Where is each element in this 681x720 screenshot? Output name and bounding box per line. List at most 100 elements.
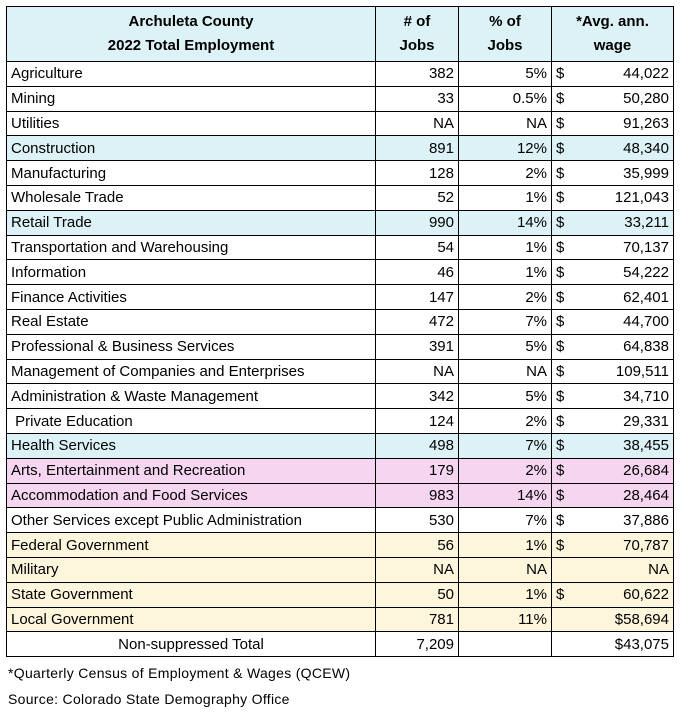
header-line: % of xyxy=(489,13,521,30)
table-row: Arts, Entertainment and Recreation 179 2% $… xyxy=(6,457,674,484)
industry: Retail Trade xyxy=(6,209,376,236)
currency: $ xyxy=(556,65,565,83)
wage-cell: $70,137 xyxy=(551,234,674,261)
wage-wrap: $37,886 xyxy=(556,512,669,529)
table-row: Wholesale Trade 52 1% $121,043 xyxy=(6,184,674,211)
jobs: 54 xyxy=(375,234,459,261)
currency: $ xyxy=(556,338,565,356)
wage-wrap: $60,622 xyxy=(556,586,669,603)
pct: 1% xyxy=(458,532,552,558)
industry: Management of Companies and Enterprises xyxy=(6,358,376,385)
industry: Professional & Business Services xyxy=(6,333,376,360)
wage-cell: $70,787 xyxy=(551,532,674,558)
header-line: Jobs xyxy=(399,37,435,54)
pct: 2% xyxy=(458,408,552,434)
pct: NA xyxy=(458,358,552,385)
wage-cell: $34,710 xyxy=(551,383,674,410)
wage-cell: $44,700 xyxy=(551,308,674,335)
table-row: Transportation and Warehousing 54 1% $70,13… xyxy=(6,234,674,261)
wage-wrap: $70,787 xyxy=(556,537,669,554)
wage-cell: $91,263 xyxy=(551,110,674,137)
pct: 12% xyxy=(458,135,552,162)
wage-cell: $35,999 xyxy=(551,160,674,186)
wage-wrap: $121,043 xyxy=(556,189,669,206)
jobs: 891 xyxy=(375,135,459,162)
header-jobs: # of Jobs xyxy=(375,6,459,62)
wage: 28,464 xyxy=(623,486,669,504)
footnote: *Quarterly Census of Employment & Wages … xyxy=(8,665,351,681)
pct: 14% xyxy=(458,482,552,509)
jobs: 50 xyxy=(375,581,459,608)
currency: $ xyxy=(556,387,565,405)
industry: State Government xyxy=(6,581,376,608)
wage-cell: $33,211 xyxy=(551,209,674,236)
currency: $ xyxy=(556,362,565,380)
wage-cell: $62,401 xyxy=(551,284,674,310)
wage-cell: $26,684 xyxy=(551,457,674,484)
industry: Federal Government xyxy=(6,532,376,558)
wage: 64,838 xyxy=(623,338,669,356)
jobs: 391 xyxy=(375,333,459,360)
wage: 109,511 xyxy=(615,362,669,380)
industry: Administration & Waste Management xyxy=(6,383,376,410)
wage-wrap: $91,263 xyxy=(556,115,669,132)
currency: $ xyxy=(556,238,565,256)
currency: $ xyxy=(556,586,565,604)
industry: Local Government xyxy=(6,606,376,633)
table-row: Management of Companies and Enterprises N… xyxy=(6,358,674,385)
wage: 35,999 xyxy=(623,164,669,182)
currency: $ xyxy=(556,412,565,430)
wage: 34,710 xyxy=(623,387,669,405)
wage-cell: $44,022 xyxy=(551,61,674,87)
wage-cell: $50,280 xyxy=(551,85,674,112)
wage-wrap: $35,999 xyxy=(556,165,669,182)
wage: 33,211 xyxy=(624,214,669,232)
table-row: Manufacturing 128 2% $35,999 xyxy=(6,160,674,186)
currency: $ xyxy=(556,536,565,554)
jobs: 179 xyxy=(375,457,459,484)
table-row: Mining 33 0.5% $50,280 xyxy=(6,85,674,112)
title-line: 2022 Total Employment xyxy=(107,37,275,54)
pct: NA xyxy=(458,556,552,583)
industry: Other Services except Public Administrat… xyxy=(6,507,376,534)
pct: 1% xyxy=(458,184,552,211)
wage: 48,340 xyxy=(623,139,669,157)
jobs: 990 xyxy=(375,209,459,236)
header-line: Jobs xyxy=(487,37,523,54)
currency: $ xyxy=(556,164,565,182)
pct: NA xyxy=(458,110,552,137)
table-row: Agriculture 382 5% $44,022 xyxy=(6,61,674,87)
jobs: NA xyxy=(375,110,459,137)
pct: 2% xyxy=(458,284,552,310)
table-row: Finance Activities 147 2% $62,401 xyxy=(6,284,674,310)
wage-cell: NA xyxy=(551,556,674,583)
wage-wrap: $44,700 xyxy=(556,313,669,330)
industry: Information xyxy=(6,259,376,286)
wage-wrap: $26,684 xyxy=(556,462,669,479)
industry: Transportation and Warehousing xyxy=(6,234,376,261)
table-row: Accommodation and Food Services 983 14% $28… xyxy=(6,482,674,509)
wage-wrap: $29,331 xyxy=(556,413,669,430)
header-line: *Avg. ann. xyxy=(576,13,649,30)
wage-cell: $121,043 xyxy=(551,184,674,211)
header-pct: % of Jobs xyxy=(458,6,552,62)
total-wage: $43,075 xyxy=(551,631,674,658)
wage-wrap: $64,838 xyxy=(556,338,669,355)
wage: 62,401 xyxy=(623,288,669,306)
wage-cell: $48,340 xyxy=(551,135,674,162)
currency: $ xyxy=(556,90,565,108)
employment-table: Archuleta County 2022 Total Employment # … xyxy=(6,6,674,658)
title-line: Archuleta County xyxy=(128,13,254,30)
wage-cell: $29,331 xyxy=(551,408,674,434)
table-row: Federal Government 56 1% $70,787 xyxy=(6,532,674,558)
industry: Health Services xyxy=(6,432,376,459)
industry: Manufacturing xyxy=(6,160,376,186)
pct: 7% xyxy=(458,308,552,335)
wage-cell: $60,622 xyxy=(551,581,674,608)
currency: $ xyxy=(556,189,565,207)
table-row: Private Education 124 2% $29,331 xyxy=(6,408,674,434)
total-row: Non-suppressed Total 7,209 $43,075 xyxy=(6,631,674,658)
table-row: Information 46 1% $54,222 xyxy=(6,259,674,286)
pct: 5% xyxy=(458,61,552,87)
